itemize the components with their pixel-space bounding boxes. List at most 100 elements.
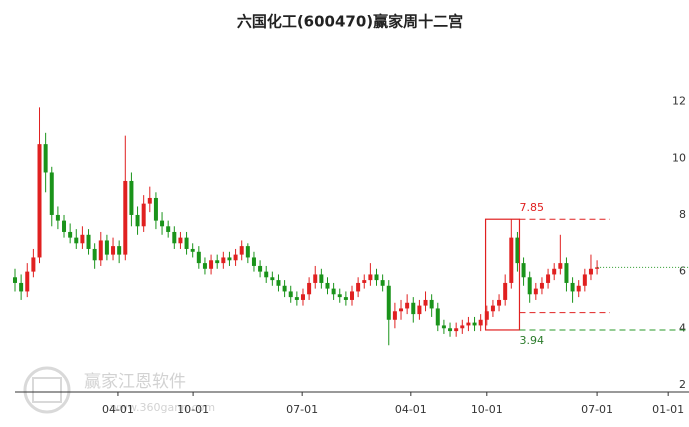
candle-body xyxy=(74,237,79,244)
watermark-logo-box xyxy=(32,377,62,403)
candle-body xyxy=(31,257,36,272)
candle-body xyxy=(104,240,109,255)
watermark-url: www.360gann.com xyxy=(110,401,215,414)
resistance-label: 7.85 xyxy=(519,201,544,214)
candle-body xyxy=(331,288,336,295)
y-tick-label: 2 xyxy=(679,378,686,391)
watermark: 赢家江恩软件 www.360gann.com xyxy=(23,366,215,414)
candle-body xyxy=(521,263,526,278)
candle-body xyxy=(153,197,158,221)
candle-body xyxy=(239,246,244,255)
candle-body xyxy=(233,254,238,261)
candle-body xyxy=(448,328,453,332)
candle-body xyxy=(80,234,85,244)
candle-body xyxy=(337,294,342,298)
candle-body xyxy=(595,267,600,269)
x-tick-label: 10-01 xyxy=(471,403,503,416)
candle-body xyxy=(111,246,116,255)
candle-body xyxy=(307,282,312,295)
candle-body xyxy=(227,257,232,261)
candle-body xyxy=(460,325,465,329)
x-tick-label: 04-01 xyxy=(395,403,427,416)
candle-body xyxy=(251,257,256,266)
x-tick-label: 10-01 xyxy=(177,403,209,416)
y-tick-label: 4 xyxy=(679,321,686,334)
candle-body xyxy=(62,220,67,232)
candle-body xyxy=(288,291,293,298)
candle-body xyxy=(282,285,287,292)
candle-body xyxy=(466,322,471,326)
candle-body xyxy=(294,297,299,300)
candle-body xyxy=(374,274,379,281)
x-tick-label: 01-01 xyxy=(652,403,684,416)
candle-body xyxy=(86,234,91,249)
watermark-name: 赢家江恩软件 xyxy=(84,372,186,392)
candle-body xyxy=(49,172,54,215)
candle-body xyxy=(172,231,177,244)
candle-body xyxy=(368,274,373,281)
candle-body xyxy=(68,231,73,238)
x-tick-label: 07-01 xyxy=(581,403,613,416)
candle-body xyxy=(270,277,275,281)
y-tick-label: 8 xyxy=(679,208,686,221)
candle-body xyxy=(405,302,410,309)
candle-body xyxy=(576,285,581,292)
candle-body xyxy=(343,297,348,300)
candle-body xyxy=(392,311,397,320)
candle-body xyxy=(190,248,195,252)
candle-body xyxy=(123,180,128,255)
candle-body xyxy=(37,144,42,258)
candle-body xyxy=(515,237,520,264)
candle-body xyxy=(503,282,508,300)
candle-body xyxy=(166,226,171,232)
candle-body xyxy=(325,282,330,289)
candle-body xyxy=(564,263,569,283)
candle-body xyxy=(399,308,404,312)
x-tick-label: 07-01 xyxy=(286,403,318,416)
candle-body xyxy=(141,203,146,227)
x-tick-label: 04-01 xyxy=(102,403,134,416)
candle-body xyxy=(245,246,250,258)
candle-body xyxy=(546,274,551,283)
candle-body xyxy=(25,271,30,292)
candle-body xyxy=(429,299,434,309)
candle-body xyxy=(13,277,17,283)
candle-body xyxy=(380,280,385,286)
candle-body xyxy=(202,263,207,269)
candle-body xyxy=(160,220,165,227)
candle-body xyxy=(386,285,391,320)
candle-body xyxy=(552,268,557,275)
candle-body xyxy=(258,265,263,272)
candle-body xyxy=(588,268,593,275)
y-tick-label: 12 xyxy=(672,95,686,108)
watermark-logo xyxy=(23,366,71,414)
candle-body xyxy=(490,305,495,312)
candle-body xyxy=(184,237,189,249)
candle-body xyxy=(276,280,281,286)
candle-body xyxy=(417,305,422,315)
candle-body xyxy=(423,299,428,306)
candle-body xyxy=(350,291,354,300)
candle-body xyxy=(356,282,361,292)
candle-body xyxy=(209,260,214,269)
candle-body xyxy=(129,180,134,215)
candle-body xyxy=(478,319,483,326)
candle-body xyxy=(411,302,416,315)
candle-body xyxy=(570,282,575,292)
candle-body xyxy=(264,271,269,278)
candle-body xyxy=(55,214,60,221)
candle-body xyxy=(313,274,318,283)
chart-title: 六国化工(600470)赢家周十二宫 xyxy=(237,13,463,31)
candle-body xyxy=(98,240,103,261)
candle-body xyxy=(221,257,226,264)
candle-body xyxy=(362,280,367,283)
candle-body xyxy=(215,260,220,264)
candle-body xyxy=(196,251,201,264)
candle-body xyxy=(147,197,152,204)
candle-body xyxy=(539,282,544,289)
candle-body xyxy=(300,294,305,300)
candle-body xyxy=(178,237,183,244)
candle-body xyxy=(472,322,477,326)
candle-body xyxy=(509,237,514,283)
